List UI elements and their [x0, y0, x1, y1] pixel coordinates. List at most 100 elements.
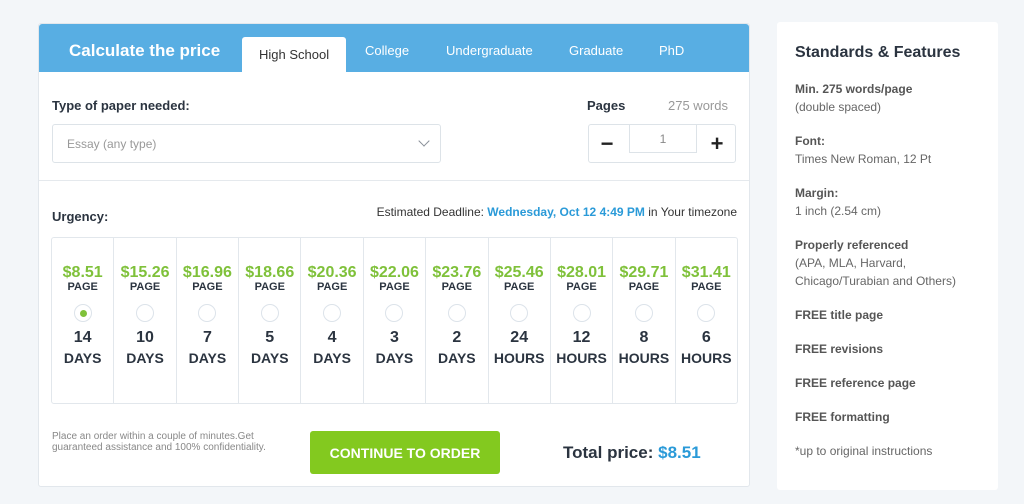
urgency-option[interactable]: $8.51 PAGE 14 DAYS — [52, 238, 115, 403]
feature-title: FREE formatting — [795, 410, 890, 424]
feature-desc: (APA, MLA, Harvard, Chicago/Turabian and… — [795, 256, 956, 288]
paper-type-label: Type of paper needed: — [52, 98, 190, 113]
urgency-option[interactable]: $20.36 PAGE 4 DAYS — [301, 238, 364, 403]
feature-desc: 1 inch (2.54 cm) — [795, 204, 882, 218]
feature-title: FREE title page — [795, 308, 884, 322]
option-per: PAGE — [254, 281, 285, 293]
deadline-suffix: in Your timezone — [648, 205, 737, 219]
radio-button[interactable] — [572, 304, 591, 322]
calculator-title: Calculate the price — [69, 41, 221, 60]
radio-button[interactable] — [510, 304, 529, 322]
urgency-options: $8.51 PAGE 14 DAYS $15.26 PAGE 10 DAYS $16… — [51, 237, 738, 404]
urgency-option[interactable]: $15.26 PAGE 10 DAYS — [114, 238, 177, 403]
option-per: PAGE — [67, 281, 98, 293]
deadline-value: Wednesday, Oct 12 4:49 PM — [487, 205, 645, 219]
radio-button[interactable] — [198, 304, 217, 322]
option-per: PAGE — [628, 281, 660, 293]
option-unit: DAYS — [438, 350, 476, 366]
standards-features-panel: Standards & Features Min. 275 words/page… — [777, 22, 998, 490]
tab-undergraduate[interactable]: Undergraduate — [446, 43, 533, 58]
continue-to-order-button[interactable]: CONTINUE TO ORDER — [310, 431, 500, 474]
option-unit: DAYS — [313, 350, 351, 366]
pages-stepper: − 1 + — [588, 124, 736, 163]
radio-button[interactable] — [323, 304, 342, 322]
option-per: PAGE — [441, 281, 473, 293]
urgency-option[interactable]: $23.76 PAGE 2 DAYS — [426, 238, 489, 403]
radio-button[interactable] — [634, 304, 653, 322]
calculator-header: Calculate the price High School College … — [39, 24, 749, 72]
option-price: $25.46 — [494, 264, 544, 281]
paper-type-select[interactable]: Essay (any type) — [52, 124, 441, 163]
option-number: 2 — [452, 329, 462, 346]
decrement-button[interactable]: − — [600, 131, 614, 156]
radio-button[interactable] — [73, 304, 92, 322]
urgency-option[interactable]: $31.41 PAGE 6 HOURS — [676, 238, 737, 403]
tab-phd[interactable]: PhD — [659, 43, 685, 58]
option-price: $16.96 — [182, 264, 232, 281]
feature-title: Properly referenced — [795, 238, 909, 252]
estimated-deadline: Estimated Deadline: Wednesday, Oct 12 4:… — [377, 205, 737, 219]
tab-college[interactable]: College — [365, 43, 410, 58]
option-number: 7 — [202, 329, 212, 346]
radio-button[interactable] — [260, 304, 279, 322]
radio-button[interactable] — [136, 304, 155, 322]
increment-button[interactable]: + — [710, 131, 724, 156]
radio-button[interactable] — [385, 304, 404, 322]
option-unit: HOURS — [556, 350, 607, 366]
option-price: $20.36 — [307, 264, 357, 281]
option-number: 5 — [265, 329, 275, 346]
option-unit: HOURS — [618, 350, 670, 366]
pages-input[interactable]: 1 — [629, 124, 697, 153]
paper-type-value: Essay (any type) — [67, 137, 157, 151]
total-label: Total price: — [563, 443, 654, 462]
tab-high-school[interactable]: High School — [242, 37, 347, 72]
option-unit: HOURS — [680, 350, 732, 366]
feature-item: FREE title page — [795, 306, 883, 324]
option-price: $28.01 — [557, 264, 607, 281]
option-per: PAGE — [192, 281, 223, 293]
option-unit: DAYS — [188, 350, 227, 366]
radio-button[interactable] — [447, 304, 466, 322]
option-unit: HOURS — [493, 350, 545, 366]
feature-item: Font: Times New Roman, 12 Pt — [795, 132, 931, 168]
option-number: 24 — [510, 329, 529, 346]
option-unit: DAYS — [250, 350, 289, 366]
option-unit: DAYS — [375, 350, 414, 366]
option-number: 4 — [327, 329, 337, 346]
option-number: 10 — [136, 329, 154, 346]
option-number: 3 — [390, 329, 399, 346]
option-per: PAGE — [129, 281, 161, 293]
feature-desc: *up to original instructions — [795, 444, 933, 458]
urgency-option[interactable]: $25.46 PAGE 24 HOURS — [489, 238, 551, 403]
divider — [39, 180, 749, 181]
feature-item: Margin: 1 inch (2.54 cm) — [795, 184, 881, 220]
option-number: 8 — [639, 329, 649, 346]
option-price: $18.66 — [245, 264, 295, 281]
chevron-down-icon — [418, 135, 430, 147]
urgency-label: Urgency: — [52, 209, 109, 224]
tab-graduate[interactable]: Graduate — [569, 43, 624, 58]
order-note: Place an order within a couple of minute… — [52, 431, 266, 453]
features-title: Standards & Features — [795, 44, 961, 61]
feature-item: *up to original instructions — [795, 442, 932, 460]
feature-item: FREE reference page — [795, 374, 916, 392]
option-price: $23.76 — [432, 264, 482, 281]
urgency-option[interactable]: $28.01 PAGE 12 HOURS — [551, 238, 614, 403]
urgency-option[interactable]: $22.06 PAGE 3 DAYS — [364, 238, 427, 403]
option-price: $22.06 — [370, 264, 419, 281]
feature-title: FREE reference page — [795, 376, 916, 390]
option-per: PAGE — [504, 281, 535, 293]
words-count: 275 words — [668, 98, 728, 113]
option-number: 6 — [701, 329, 711, 346]
feature-item: FREE formatting — [795, 408, 890, 426]
radio-button[interactable] — [697, 304, 716, 322]
feature-item: Properly referenced (APA, MLA, Harvard, C… — [795, 236, 998, 290]
feature-title: Font: — [795, 134, 825, 148]
urgency-option[interactable]: $16.96 PAGE 7 DAYS — [177, 238, 240, 403]
feature-desc: (double spaced) — [795, 100, 882, 114]
feature-title: FREE revisions — [795, 342, 884, 356]
feature-desc: Times New Roman, 12 Pt — [795, 152, 932, 166]
feature-title: Min. 275 words/page — [795, 82, 913, 96]
urgency-option[interactable]: $18.66 PAGE 5 DAYS — [239, 238, 302, 403]
urgency-option[interactable]: $29.71 PAGE 8 HOURS — [613, 238, 676, 403]
